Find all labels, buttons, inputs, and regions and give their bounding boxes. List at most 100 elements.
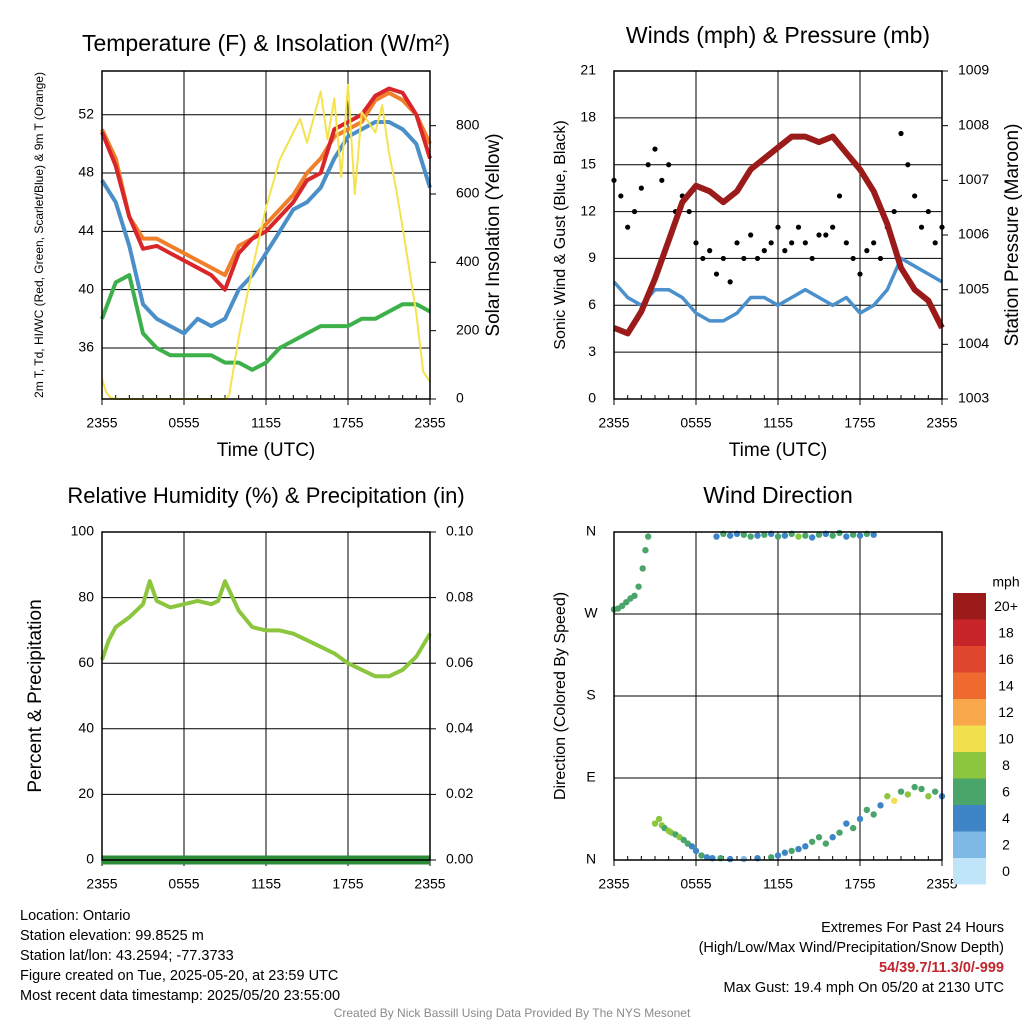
wdir-y-tick-label: N bbox=[586, 523, 596, 539]
wdir-legend-swatch bbox=[953, 805, 986, 832]
wdir-point bbox=[815, 531, 823, 538]
wdir-point bbox=[808, 534, 816, 541]
wind-gust-point bbox=[734, 240, 740, 246]
temp-x-tick-label: 2355 bbox=[414, 415, 445, 431]
wdir-legend-label: 4 bbox=[1002, 810, 1010, 826]
wdir-point bbox=[644, 533, 652, 540]
temp-right-axis-label: Solar Insolation (Yellow) bbox=[483, 133, 504, 336]
wind-gust-point bbox=[638, 185, 644, 191]
wdir-point bbox=[911, 783, 918, 791]
temp-series-line-2 bbox=[100, 120, 432, 336]
wind-gust-point bbox=[659, 177, 665, 183]
wdir-point bbox=[877, 802, 884, 809]
temp-y-tick-label: 40 bbox=[78, 280, 94, 296]
wdir-point bbox=[726, 855, 734, 863]
wind-gust-point bbox=[727, 279, 733, 285]
wdir-point bbox=[802, 532, 809, 539]
wind-gust-point bbox=[782, 248, 788, 254]
wdir-point bbox=[829, 834, 836, 841]
rh-y-right-tick-label: 0.04 bbox=[446, 720, 473, 736]
wind-gust-point bbox=[618, 193, 624, 199]
temp-x-axis-label: Time (UTC) bbox=[217, 440, 316, 461]
wdir-point bbox=[925, 793, 932, 800]
wind-gust-point bbox=[645, 162, 651, 168]
wind-y-right-tick-label: 1006 bbox=[958, 226, 989, 242]
wdir-point bbox=[849, 531, 857, 538]
wdir-point bbox=[870, 811, 877, 818]
temp-series-line-1 bbox=[100, 86, 432, 292]
wdir-legend-swatch bbox=[953, 831, 986, 858]
wdir-point bbox=[795, 533, 802, 540]
temp-series-line-3 bbox=[100, 273, 431, 372]
rh-x-tick-label: 0555 bbox=[168, 876, 199, 892]
wdir-point bbox=[680, 836, 687, 844]
rh-y-right-tick-label: 0.02 bbox=[446, 785, 473, 801]
wind-x-tick-label: 2355 bbox=[598, 415, 629, 431]
wdir-point bbox=[623, 598, 630, 606]
extremes-title: Extremes For Past 24 Hours bbox=[821, 920, 1004, 936]
wdir-point bbox=[918, 785, 925, 793]
wdir-legend-swatch bbox=[953, 646, 986, 673]
temp-x-tick-label: 1155 bbox=[251, 415, 281, 431]
rh-left-axis-label: Percent & Precipitation bbox=[25, 599, 46, 792]
wind-gust-point bbox=[652, 146, 658, 152]
wdir-legend-label: 6 bbox=[1002, 783, 1010, 799]
wdir-legend-swatch bbox=[953, 752, 986, 779]
wind-plot-frame bbox=[613, 70, 943, 400]
wdir-point bbox=[726, 532, 734, 539]
wdir-point bbox=[904, 791, 912, 798]
wdir-legend-swatch bbox=[953, 619, 986, 646]
wdir-left-axis-label: Direction (Colored By Speed) bbox=[552, 592, 569, 800]
rh-y-right-tick-label: 0.08 bbox=[446, 588, 473, 604]
wdir-point bbox=[836, 829, 843, 836]
wdir-point bbox=[619, 602, 626, 609]
wind-y-tick-label: 9 bbox=[588, 249, 596, 265]
wind-gust-point bbox=[932, 240, 938, 246]
wind-gust-point bbox=[741, 255, 747, 262]
rh-x-tick-label: 2355 bbox=[86, 876, 117, 892]
rh-y-right-tick-label: 0.10 bbox=[446, 523, 473, 539]
wdir-point bbox=[829, 532, 836, 539]
wind-y-tick-label: 21 bbox=[580, 62, 596, 78]
created-text: Figure created on Tue, 2025-05-20, at 23… bbox=[20, 968, 339, 984]
wind-title: Winds (mph) & Pressure (mb) bbox=[626, 22, 930, 48]
wind-y-right-tick-label: 1003 bbox=[958, 390, 989, 406]
wind-y-tick-label: 3 bbox=[588, 343, 596, 359]
temp-x-tick-label: 0555 bbox=[168, 415, 199, 431]
wdir-x-tick-label: 0555 bbox=[680, 876, 711, 892]
wind-gust-point bbox=[864, 248, 870, 254]
wdir-x-tick-label: 1755 bbox=[844, 876, 875, 892]
wind-gust-point bbox=[918, 224, 925, 230]
wdir-y-tick-label: S bbox=[586, 687, 595, 703]
wind-right-axis-label: Station Pressure (Maroon) bbox=[1002, 124, 1023, 347]
wind-gust-point bbox=[898, 130, 904, 137]
wdir-point bbox=[843, 533, 850, 540]
wdir-point bbox=[781, 849, 789, 856]
wind-gust-point bbox=[891, 208, 897, 215]
max-gust-text: Max Gust: 19.4 mph On 05/20 at 2130 UTC bbox=[723, 980, 1004, 996]
wdir-point bbox=[815, 834, 823, 841]
wdir-legend-label: 10 bbox=[998, 730, 1014, 746]
wdir-legend-label: 14 bbox=[998, 677, 1014, 693]
wind-y-right-tick-label: 1008 bbox=[958, 116, 989, 132]
temp-plot-frame bbox=[101, 70, 431, 400]
wind-x-tick-label: 2355 bbox=[926, 415, 957, 431]
wind-gust-point bbox=[816, 232, 822, 238]
wind-gust-point bbox=[707, 248, 713, 254]
wdir-point bbox=[884, 793, 891, 800]
rh-plot-frame bbox=[101, 531, 431, 861]
rh-x-tick-label: 1755 bbox=[332, 876, 363, 892]
wind-gust-point bbox=[823, 232, 829, 238]
wind-gust-point bbox=[871, 240, 877, 246]
rh-title: Relative Humidity (%) & Precipitation (i… bbox=[67, 483, 464, 508]
wdir-point bbox=[740, 855, 748, 863]
latlon-text: Station lat/lon: 43.2594; -77.3733 bbox=[20, 948, 234, 964]
wdir-point bbox=[761, 531, 768, 538]
temp-x-tick-label: 1755 bbox=[332, 415, 363, 431]
wdir-point bbox=[788, 847, 795, 855]
wind-left-axis-label: Sonic Wind & Gust (Blue, Black) bbox=[552, 120, 569, 349]
wdir-point bbox=[767, 854, 775, 861]
credit-text: Created By Nick Bassill Using Data Provi… bbox=[333, 1006, 691, 1020]
extremes-info: Extremes For Past 24 Hours (High/Low/Max… bbox=[699, 918, 1004, 998]
wdir-point bbox=[631, 592, 638, 599]
